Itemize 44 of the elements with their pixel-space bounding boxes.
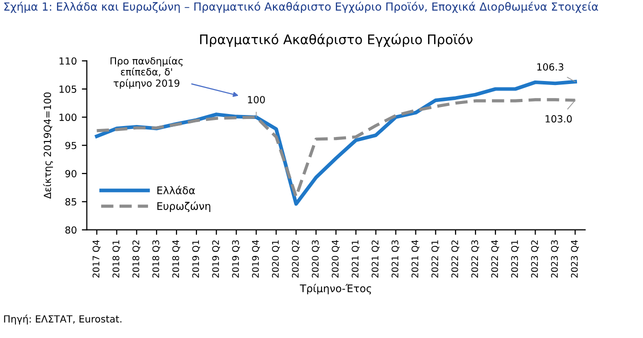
y-tick-label: 95: [65, 142, 76, 150]
x-tick-label: 2019 Q3: [232, 240, 240, 278]
chart-title: Σχήμα 1: Ελλάδα και Ευρωζώνη – Πραγματικό Ακαθάριστο Εγχώριο Προϊόν, Εποχικά Διορθωμένα Στοιχεία: [4, 2, 598, 13]
x-tick-label: 2020 Q1: [272, 240, 280, 278]
x-tick-label: 2023 Q1: [511, 240, 520, 278]
x-tick-label: 2022 Q2: [451, 240, 460, 278]
x-tick-label: 2022 Q1: [431, 240, 440, 278]
x-tick-label: 2022 Q3: [471, 240, 480, 278]
x-tick-label: 2023 Q3: [551, 240, 559, 278]
x-tick-label: 2019 Q1: [192, 240, 200, 278]
x-tick-label: 2020 Q2: [292, 240, 300, 278]
annotation: 106.3: [537, 63, 564, 71]
y-tick-label: 80: [65, 226, 76, 234]
chart-subtitle: Πραγματικό Ακαθάριστο Εγχώριο Προϊόν: [200, 34, 472, 47]
y-tick-label: 85: [65, 198, 76, 206]
x-tick-label: 2023 Q4: [570, 240, 579, 278]
x-tick-label: 2018 Q2: [132, 240, 140, 278]
x-tick-label: 2020 Q3: [312, 240, 320, 278]
legend-label: Ελλάδα: [157, 186, 195, 194]
x-tick-label: 2020 Q4: [332, 240, 340, 278]
x-tick-label: 2023 Q2: [531, 240, 539, 278]
x-tick-label: 2022 Q4: [491, 240, 500, 278]
x-tick-label: 2018 Q3: [152, 240, 160, 278]
line-series: [95, 98, 577, 198]
x-tick-label: 2018 Q4: [172, 240, 180, 278]
x-axis-title: Τρίμηνο-Έτος: [300, 284, 372, 294]
text: Πηγή: ΕΛΣΤΑΤ, Eurostat.: [4, 314, 122, 324]
x-tick-label: 2021 Q2: [372, 240, 380, 278]
x-tick-label: 2018 Q1: [112, 240, 120, 278]
x-tick-label: 2019 Q2: [212, 240, 220, 278]
y-tick-label: 90: [65, 170, 76, 178]
y-tick-label: 100: [60, 114, 76, 122]
y-tick-label: 105: [60, 85, 76, 93]
x-tick-label: 2017 Q4: [92, 240, 100, 278]
legend-label: Ευρωζώνη: [157, 201, 210, 212]
x-tick-label: 2019 Q4: [252, 240, 260, 278]
annotation: 103.0: [546, 115, 572, 123]
x-tick-label: 2021 Q4: [411, 240, 420, 278]
annotation: 100: [248, 96, 265, 104]
annotation: Προ πανδημίας επίπεδα, δ' τρίμηνο 2019: [110, 56, 183, 89]
x-tick-label: 2021 Q3: [392, 240, 400, 278]
x-tick-label: 2021 Q1: [352, 240, 360, 278]
y-tick-label: 110: [60, 57, 76, 65]
y-axis-title: Δείκτης 2019Q4=100: [43, 92, 53, 199]
